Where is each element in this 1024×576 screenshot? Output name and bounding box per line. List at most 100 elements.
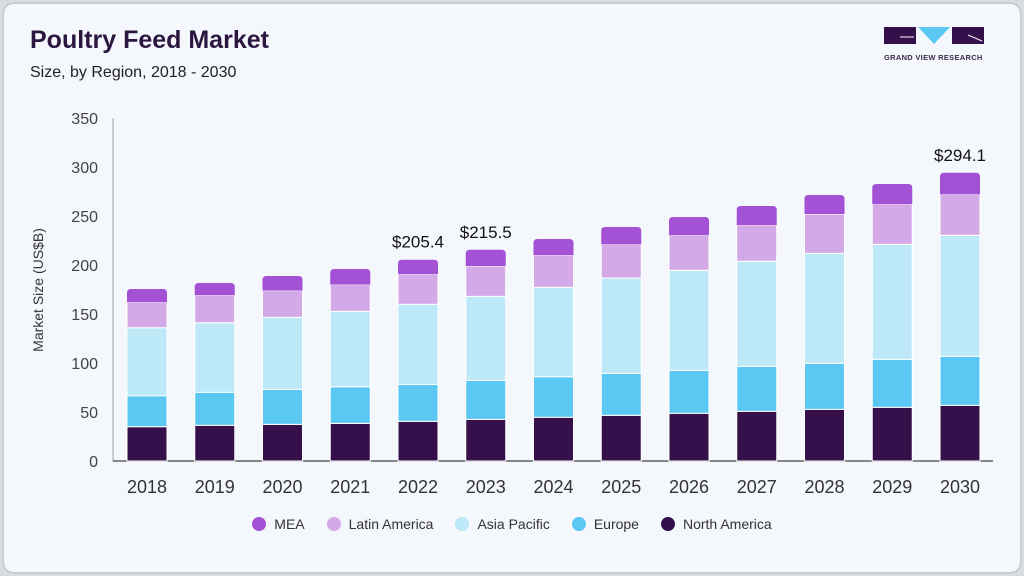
y-tick-label: 350 — [71, 111, 98, 128]
bar-segment-asia-pacific — [397, 303, 439, 385]
bar-segment-latin-america — [600, 243, 642, 279]
chart-legend: MEA Latin America Asia Pacific Europe North … — [0, 516, 1024, 532]
bar-segment-europe — [804, 362, 845, 410]
logo-mark-icon — [884, 27, 984, 44]
legend-item-europe: Europe — [571, 516, 639, 532]
bar-segment-latin-america — [397, 273, 439, 305]
bar-segment-europe — [397, 383, 439, 422]
x-tick-label: 2021 — [330, 477, 370, 497]
bar-segment-europe — [533, 376, 574, 418]
bar-segment-mea — [194, 283, 235, 296]
y-tick-label: 50 — [80, 405, 98, 422]
bar-segment-latin-america — [533, 254, 574, 288]
bar-segment-europe — [465, 379, 507, 420]
x-tick-label: 2030 — [940, 477, 980, 497]
bar-segment-north-america — [533, 416, 574, 462]
bar-segment-north-america — [329, 422, 371, 462]
y-axis-title: Market Size (US$B) — [30, 228, 46, 352]
bar-segment-mea — [398, 259, 438, 275]
legend-item-north-america: North America — [660, 516, 772, 532]
chart-subtitle: Size, by Region, 2018 - 2030 — [30, 64, 237, 81]
bar-segment-mea — [804, 195, 845, 215]
bar-total-label: $215.5 — [460, 223, 512, 242]
bar-segment-asia-pacific — [804, 252, 845, 364]
bar-segment-mea — [262, 275, 303, 291]
bar-segment-asia-pacific — [600, 277, 642, 374]
bar-segment-europe — [329, 386, 371, 424]
bar-segment-latin-america — [736, 224, 778, 262]
bar-segment-north-america — [804, 408, 845, 462]
x-tick-label: 2027 — [737, 477, 777, 497]
bar-segment-mea — [669, 216, 709, 236]
bar-segment-latin-america — [668, 234, 710, 271]
page-title: Poultry Feed Market — [30, 26, 269, 54]
legend-label: MEA — [274, 516, 305, 532]
bar-segment-north-america — [736, 410, 778, 462]
bar-segment-europe — [939, 355, 981, 406]
bar-segment-europe — [736, 365, 778, 412]
x-tick-label: 2025 — [601, 477, 641, 497]
bar-segment-latin-america — [804, 213, 845, 254]
x-tick-label: 2029 — [872, 477, 912, 497]
bar-segment-asia-pacific — [329, 310, 371, 388]
bar-segment-europe — [262, 388, 303, 425]
legend-swatch — [571, 517, 586, 531]
legend-label: Asia Pacific — [477, 516, 550, 532]
bar-segment-europe — [194, 391, 236, 426]
x-tick-label: 2022 — [398, 477, 438, 497]
bar-segment-europe — [871, 358, 913, 408]
x-tick-label: 2024 — [533, 477, 573, 497]
bar-segment-north-america — [939, 404, 981, 462]
bar-segment-europe — [668, 369, 710, 414]
bar-segment-latin-america — [465, 265, 507, 297]
legend-item-mea: MEA — [252, 516, 305, 532]
bar-segment-mea — [872, 183, 913, 205]
bar-segment-north-america — [668, 412, 710, 462]
bar-segment-latin-america — [871, 203, 913, 245]
y-tick-label: 200 — [71, 258, 98, 275]
legend-item-asia-pacific: Asia Pacific — [455, 516, 550, 532]
bar-segment-asia-pacific — [465, 295, 507, 381]
x-tick-label: 2028 — [804, 477, 844, 497]
bar-segment-europe — [600, 372, 642, 416]
bar-segment-asia-pacific — [668, 269, 710, 371]
legend-swatch — [326, 517, 341, 531]
legend-swatch — [252, 517, 267, 531]
bar-segment-north-america — [194, 424, 236, 462]
y-tick-label: 150 — [71, 307, 98, 324]
bar-segment-latin-america — [194, 294, 236, 324]
legend-swatch — [660, 517, 675, 531]
bar-segment-mea — [465, 249, 506, 266]
bar-segment-north-america — [262, 423, 303, 462]
bar-segment-asia-pacific — [939, 234, 981, 357]
bar-segment-mea — [533, 239, 574, 256]
y-tick-label: 0 — [89, 454, 98, 471]
bar-segment-europe — [126, 395, 168, 428]
x-tick-label: 2018 — [127, 477, 167, 497]
bar-segment-latin-america — [262, 290, 303, 318]
bar-segment-north-america — [871, 406, 913, 462]
y-tick-label: 100 — [71, 356, 98, 373]
legend-label: North America — [682, 516, 772, 532]
bar-segment-mea — [330, 269, 371, 285]
bar-segment-mea — [736, 206, 777, 226]
legend-swatch — [455, 517, 470, 531]
x-tick-label: 2020 — [262, 477, 302, 497]
bar-segment-north-america — [465, 418, 507, 462]
bar-segment-mea — [127, 289, 167, 303]
bar-segment-north-america — [600, 414, 642, 462]
bar-segment-north-america — [397, 420, 439, 462]
y-tick-label: 300 — [71, 160, 98, 177]
legend-item-latin-america: Latin America — [326, 516, 434, 532]
bar-segment-latin-america — [329, 284, 371, 312]
legend-label: Europe — [593, 516, 639, 532]
bar-segment-latin-america — [939, 193, 981, 236]
bar-segment-north-america — [126, 426, 168, 462]
y-tick-label: 250 — [71, 209, 98, 226]
bar-segment-mea — [601, 226, 642, 245]
legend-label: Latin America — [348, 516, 434, 532]
bar-total-label: $205.4 — [392, 233, 444, 252]
x-tick-label: 2019 — [195, 477, 235, 497]
